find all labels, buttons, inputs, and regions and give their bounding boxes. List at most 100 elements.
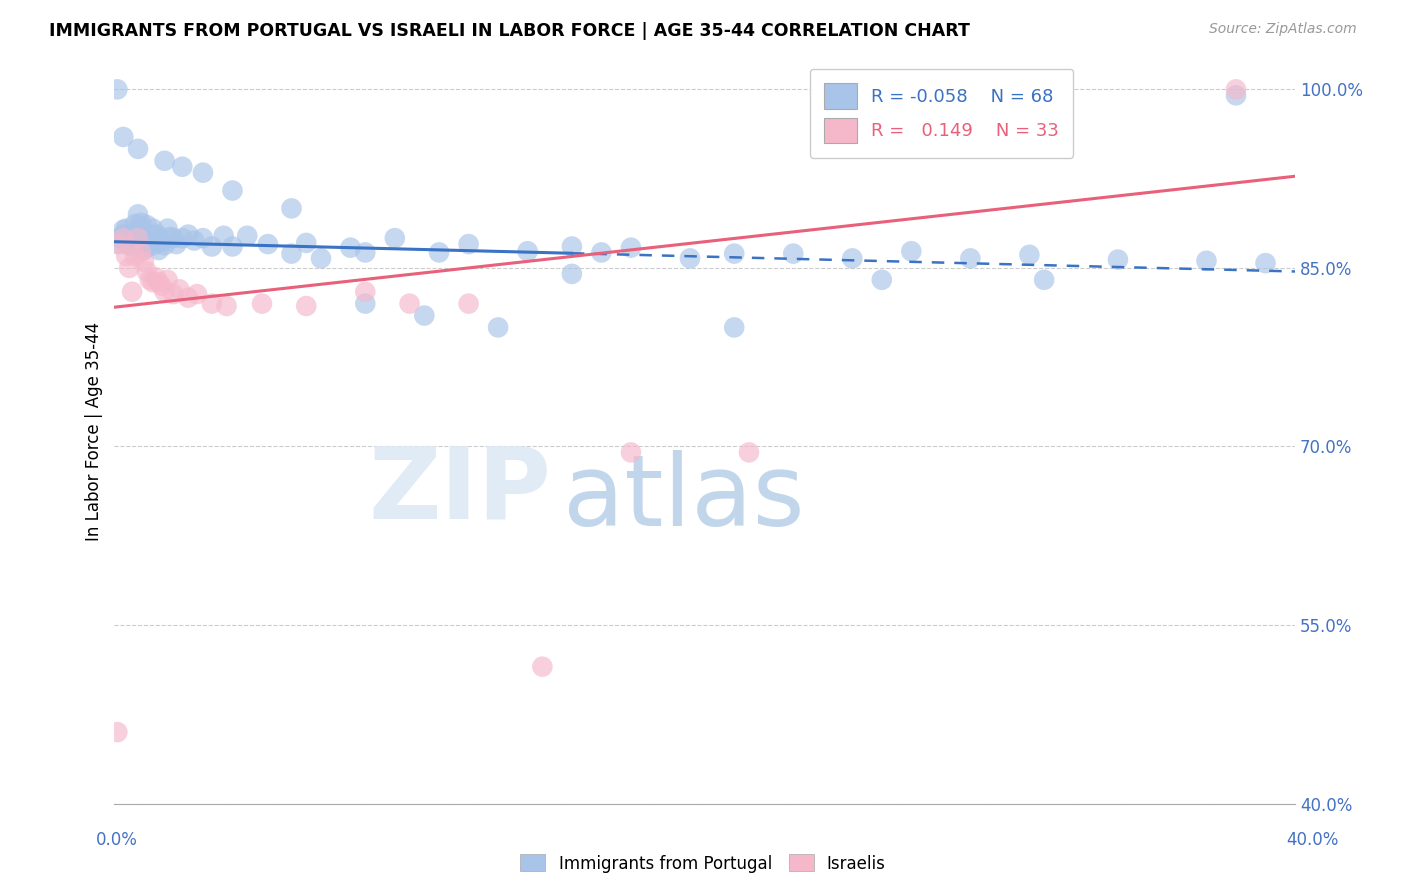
Point (215, 299, 238, 313)
Point (148, 275, 170, 289)
Point (127, 231, 149, 245)
Point (620, 241, 643, 255)
Point (1225, 88, 1247, 103)
Point (1107, 252, 1129, 267)
Point (150, 235, 173, 249)
Point (591, 245, 613, 260)
Point (413, 309, 436, 323)
Point (129, 216, 152, 230)
Point (162, 231, 184, 245)
Point (139, 273, 162, 287)
Point (177, 291, 200, 305)
Point (127, 142, 149, 156)
Legend: R = -0.058    N = 68, R =   0.149    N = 33: R = -0.058 N = 68, R = 0.149 N = 33 (810, 69, 1074, 158)
Point (124, 225, 146, 239)
Point (339, 241, 361, 255)
Text: IMMIGRANTS FROM PORTUGAL VS ISRAELI IN LABOR FORCE | AGE 35-44 CORRELATION CHART: IMMIGRANTS FROM PORTUGAL VS ISRAELI IN L… (49, 22, 970, 40)
Point (212, 228, 235, 243)
Point (221, 239, 243, 253)
Point (172, 160, 194, 174)
Point (280, 246, 302, 260)
Point (129, 220, 152, 235)
Point (354, 296, 377, 310)
Point (295, 299, 318, 313)
Point (841, 252, 863, 266)
Point (135, 227, 157, 241)
Point (900, 244, 922, 259)
Point (531, 659, 554, 673)
Point (354, 245, 377, 260)
Point (129, 228, 152, 243)
Point (870, 273, 893, 287)
Point (257, 237, 280, 252)
Point (457, 237, 479, 252)
Point (561, 267, 583, 281)
Point (250, 296, 273, 310)
Point (620, 445, 643, 459)
Point (127, 207, 149, 221)
Point (172, 231, 194, 245)
Point (1225, 82, 1247, 96)
Legend: Immigrants from Portugal, Israelis: Immigrants from Portugal, Israelis (513, 847, 893, 880)
Point (129, 245, 152, 260)
Point (142, 231, 165, 245)
Text: atlas: atlas (562, 450, 804, 547)
Point (118, 238, 141, 252)
Point (112, 231, 135, 245)
Point (738, 445, 761, 459)
Point (124, 234, 146, 248)
Point (115, 235, 138, 250)
Point (201, 239, 224, 253)
Point (153, 153, 176, 168)
Point (162, 287, 184, 301)
Point (135, 264, 157, 278)
Point (782, 246, 804, 260)
Point (1254, 256, 1277, 270)
Point (201, 296, 224, 310)
Point (156, 273, 179, 287)
Point (121, 285, 143, 299)
Point (186, 287, 208, 301)
Point (148, 228, 170, 243)
Point (1018, 248, 1040, 262)
Point (679, 252, 702, 266)
Point (295, 235, 318, 250)
Y-axis label: In Labor Force | Age 35-44: In Labor Force | Age 35-44 (86, 322, 103, 541)
Point (561, 239, 583, 253)
Point (135, 218, 157, 232)
Point (139, 235, 162, 249)
Point (398, 296, 420, 310)
Point (132, 235, 155, 249)
Point (1195, 253, 1218, 268)
Point (105, 82, 128, 96)
Point (145, 270, 167, 285)
Point (384, 231, 406, 245)
Point (124, 217, 146, 231)
Point (221, 184, 243, 198)
Point (427, 245, 450, 260)
Point (142, 275, 165, 289)
Point (183, 234, 205, 248)
Point (354, 285, 377, 299)
Point (132, 243, 155, 257)
Point (105, 725, 128, 739)
Point (127, 231, 149, 245)
Point (139, 239, 162, 253)
Text: ZIP: ZIP (368, 442, 551, 540)
Point (110, 237, 132, 252)
Point (112, 223, 135, 237)
Point (142, 221, 165, 235)
Point (115, 249, 138, 263)
Point (121, 239, 143, 253)
Point (112, 130, 135, 145)
Point (723, 320, 745, 334)
Text: 40.0%: 40.0% (1286, 831, 1339, 849)
Point (486, 320, 509, 334)
Point (148, 243, 170, 257)
Point (457, 296, 479, 310)
Point (118, 260, 141, 275)
Point (145, 227, 167, 242)
Point (516, 244, 538, 259)
Point (191, 231, 214, 245)
Point (959, 252, 981, 266)
